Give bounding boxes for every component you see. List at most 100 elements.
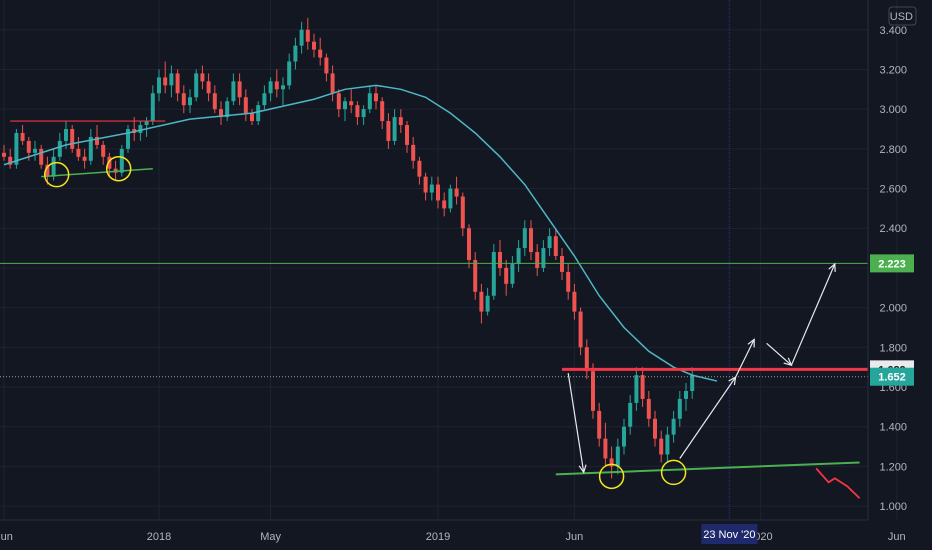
- candle-body: [20, 132, 25, 141]
- candle-body: [448, 188, 453, 209]
- candle-body: [336, 93, 341, 110]
- pattern-circle: [43, 161, 70, 188]
- moving-average-layer: [3, 84, 718, 382]
- y-tick-label: 1.200: [879, 461, 907, 473]
- y-tick-label: 3.000: [879, 104, 907, 116]
- candle-body: [547, 236, 552, 249]
- candle-body: [553, 236, 558, 257]
- candle-body: [634, 375, 639, 403]
- candle-body: [45, 164, 50, 177]
- candle-body: [690, 375, 695, 391]
- candle-body: [498, 252, 502, 268]
- candle-body: [560, 256, 564, 272]
- price-label-box: [870, 367, 914, 386]
- y-tick-label: 3.400: [879, 25, 907, 37]
- candle-body: [460, 196, 465, 229]
- candle-body: [566, 271, 571, 292]
- candle-body: [640, 375, 645, 399]
- candle-body: [510, 263, 515, 284]
- candle-body: [597, 410, 602, 439]
- candle-body: [33, 148, 37, 153]
- arrow-breakout: [679, 376, 737, 459]
- candle-body: [485, 295, 490, 312]
- candle-body: [274, 81, 279, 90]
- candle-body: [609, 458, 614, 467]
- x-tick-label: 2018: [147, 531, 171, 543]
- crosshair-date-box: [701, 524, 758, 544]
- arrow-down-measure: [567, 373, 585, 473]
- candle-body: [392, 117, 397, 141]
- candle-body: [454, 188, 459, 197]
- candle-body: [330, 73, 335, 94]
- y-tick-label: 1.800: [879, 342, 907, 354]
- candle-body: [88, 136, 93, 161]
- x-tick-label: Jun: [888, 531, 906, 543]
- candle-body: [479, 291, 484, 312]
- drawings: [0, 120, 868, 499]
- candle-body: [70, 129, 75, 149]
- candle-body: [243, 97, 248, 114]
- candle-body: [95, 136, 99, 145]
- candle-body: [8, 156, 13, 165]
- candle-body: [324, 57, 329, 74]
- candle-body: [175, 73, 180, 94]
- candle-body: [646, 398, 651, 419]
- candle-body: [423, 176, 428, 193]
- candle-body: [671, 418, 676, 435]
- candle-body: [312, 41, 316, 50]
- candle-body: [355, 105, 360, 118]
- candle-body: [367, 93, 372, 110]
- candle-body: [541, 248, 546, 268]
- candle-body: [491, 252, 496, 296]
- candle-body: [677, 398, 682, 419]
- candle-body: [76, 148, 81, 157]
- candle-body: [119, 148, 124, 173]
- candle-body: [628, 402, 633, 427]
- support-line-2018: [41, 167, 153, 178]
- x-tick-label: 2019: [426, 531, 450, 543]
- candle-body: [442, 200, 447, 209]
- pattern-circle: [660, 459, 687, 486]
- candle-body: [237, 81, 242, 98]
- candle-body: [82, 156, 87, 161]
- pattern-circle: [105, 155, 132, 182]
- candle-body: [405, 125, 409, 145]
- candle-body: [169, 73, 174, 86]
- time-axis: Jun2018May2019Jun2020Jun21Jun23 Nov '20: [0, 519, 906, 544]
- candle-body: [26, 140, 31, 153]
- candle-body: [126, 129, 130, 149]
- candle-body: [572, 291, 577, 312]
- candle-body: [107, 156, 112, 169]
- candle-body: [188, 97, 192, 106]
- candle-body: [219, 109, 223, 118]
- price-label-box: [870, 254, 914, 273]
- candle-body: [535, 252, 540, 268]
- candle-body: [361, 109, 366, 118]
- candle-body: [231, 81, 236, 102]
- candle-body: [467, 228, 471, 260]
- candle-body: [281, 85, 285, 90]
- y-tick-label: 1.400: [879, 422, 907, 434]
- candle-body: [225, 101, 230, 118]
- candle-body: [57, 140, 62, 157]
- candle-body: [51, 156, 56, 177]
- candle-body: [684, 390, 688, 399]
- candle-body: [578, 311, 583, 348]
- candles: [2, 17, 695, 479]
- candle-body: [2, 152, 6, 157]
- candle-body: [522, 228, 527, 249]
- candle-body: [429, 184, 434, 193]
- candle-body: [212, 93, 217, 110]
- candle-body: [299, 29, 304, 46]
- candle-body: [287, 61, 292, 86]
- candle-body: [411, 144, 416, 161]
- currency-label: USD: [890, 11, 913, 23]
- candle-body: [374, 93, 378, 102]
- candle-body: [268, 81, 273, 94]
- candle-body: [349, 101, 354, 106]
- y-tick-label: 2.400: [879, 223, 907, 235]
- price-axis: 1.0001.2001.4001.6001.8002.0002.2002.400…: [867, 0, 917, 520]
- arrow-retest: [766, 342, 792, 366]
